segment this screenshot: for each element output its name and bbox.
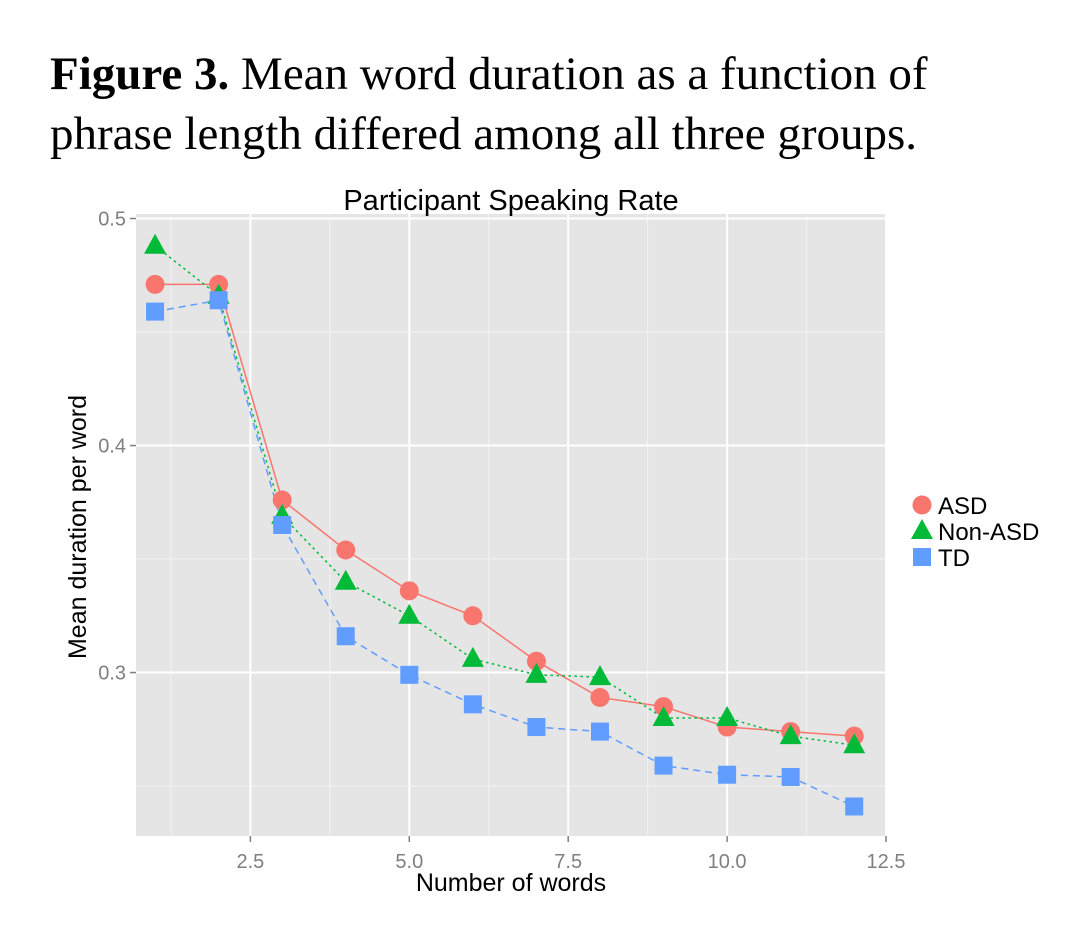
data-point-non-asd [461,646,484,667]
data-point-td [463,695,482,714]
data-point-asd [336,540,356,560]
data-point-asd [463,606,483,626]
y-tick-label: 0.5 [98,209,126,231]
x-tick-label: 12.5 [867,851,906,873]
plot-panel [136,214,886,836]
data-point-td [654,756,673,775]
data-point-asd [399,581,419,601]
data-point-td [590,722,609,741]
data-point-non-asd [843,733,866,754]
series-line-non-asd [154,245,855,746]
data-point-non-asd [144,233,167,254]
legend-key-asd [912,495,932,515]
data-point-asd [272,490,292,510]
data-point-asd [590,688,610,708]
legend-key-td [913,548,931,566]
data-point-asd [145,274,165,294]
tick-labels: 2.5 5.0 7.5 10.0 12.5 0.3 0.4 0.5 [98,209,905,873]
chart-title: Participant Speaking Rate [343,185,678,217]
series-line-td [154,299,855,808]
data-point-non-asd [716,705,739,726]
x-tick-label: 5.0 [395,851,423,873]
legend-label-td: TD [938,545,970,572]
caption-text: Mean word duration as a function of phra… [50,48,928,160]
series-line-asd [155,283,855,737]
data-point-non-asd [652,705,675,726]
data-point-td [718,765,737,784]
y-tick-label: 0.4 [98,436,126,458]
major-gridlines [136,214,887,836]
data-point-non-asd [779,724,802,745]
x-axis-title: Number of words [416,869,606,897]
data-point-non-asd [588,665,611,686]
axis-ticks [130,217,887,842]
legend-label-non-asd: Non-ASD [938,519,1039,546]
data-point-td [273,516,292,534]
data-point-non-asd [525,662,548,683]
y-axis-title: Mean duration per word [64,395,92,659]
y-tick-label: 0.3 [98,663,126,685]
data-point-td [527,718,546,737]
figure-label: Figure 3. [50,48,230,100]
x-tick-label: 10.0 [708,851,747,873]
data-point-td [400,665,419,684]
series-points [144,233,866,816]
data-point-td [209,291,228,310]
data-point-td [781,767,800,786]
figure-caption: Figure 3. Mean word duration as a functi… [50,44,1050,164]
data-point-non-asd [398,603,421,624]
series-lines [154,245,855,808]
legend-label-asd: ASD [938,493,987,520]
data-point-td [845,797,864,816]
data-point-non-asd [334,569,357,590]
data-point-asd [526,651,546,671]
legend-key-non-asd [911,519,933,539]
x-tick-label: 2.5 [237,851,265,873]
x-tick-label: 7.5 [554,851,582,873]
data-point-td [146,302,165,321]
data-point-td [336,627,355,646]
